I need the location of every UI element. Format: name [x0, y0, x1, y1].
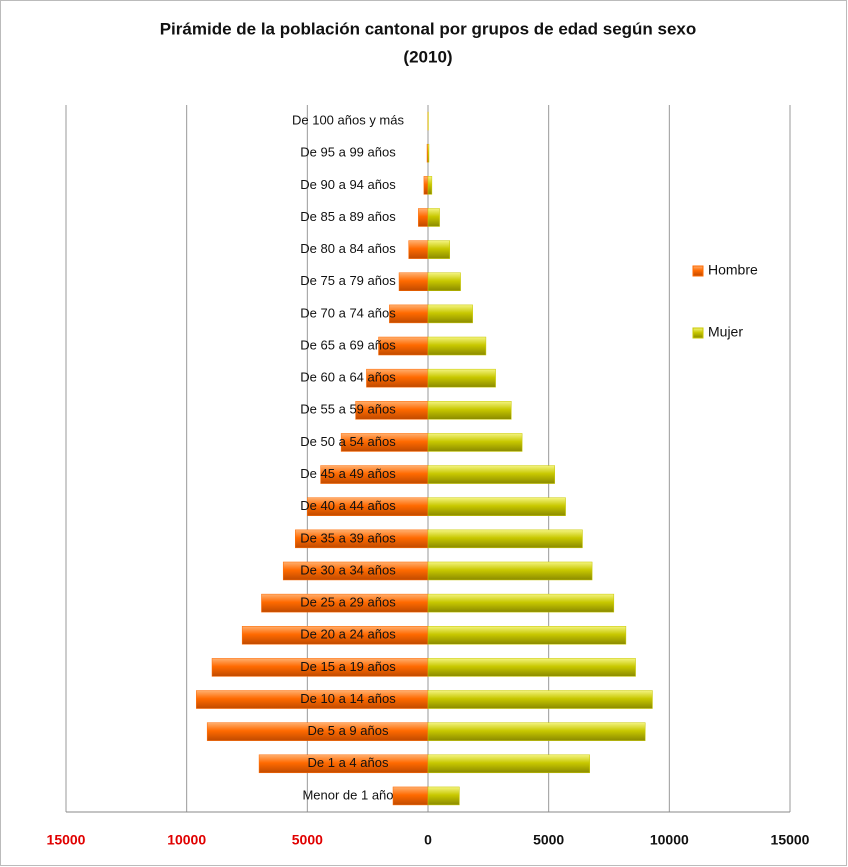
y-tick-label: De 35 a 39 años: [300, 530, 396, 545]
bar: [427, 722, 646, 741]
y-tick-label: De 90 a 94 años: [300, 177, 396, 192]
y-tick-label: De 50 a 54 años: [300, 434, 396, 449]
bar: [427, 754, 590, 774]
y-tick-label: De 45 a 49 años: [300, 466, 396, 481]
x-tick-label: 15000: [47, 832, 86, 848]
bar: [427, 336, 487, 356]
x-tick-label: 10000: [167, 832, 206, 848]
y-tick-label: De 55 a 59 años: [300, 402, 396, 417]
y-tick-label: De 1 a 4 años: [308, 755, 389, 770]
bar: [427, 368, 496, 388]
bar: [427, 593, 615, 613]
y-tick-label: De 65 a 69 años: [300, 337, 396, 352]
x-tick-label: 5000: [292, 832, 323, 848]
x-tick-label: 0: [424, 832, 432, 848]
bar: [392, 786, 429, 806]
y-tick-label: De 25 a 29 años: [300, 595, 396, 610]
y-tick-label: De 40 a 44 años: [300, 498, 396, 513]
chart-title: Pirámide de la población cantonal por gr…: [160, 19, 697, 38]
bar: [427, 272, 461, 291]
y-tick-label: De 85 a 89 años: [300, 209, 396, 224]
y-tick-label: De 20 a 24 años: [300, 627, 396, 642]
y-tick-label: De 5 a 9 años: [308, 723, 389, 738]
y-tick-label: De 30 a 34 años: [300, 562, 396, 577]
legend-label: Hombre: [708, 262, 758, 278]
bar: [418, 208, 429, 227]
y-tick-label: De 95 a 99 años: [300, 145, 396, 160]
x-tick-label: 15000: [771, 832, 810, 848]
y-tick-label: De 15 a 19 años: [300, 659, 396, 674]
bar: [427, 304, 473, 324]
bar: [427, 465, 555, 484]
chart-subtitle: (2010): [403, 47, 452, 66]
y-tick-label: De 100 años y más: [292, 113, 405, 128]
legend-swatch: [692, 265, 704, 277]
x-tick-label: 10000: [650, 832, 689, 848]
y-tick-label: De 75 a 79 años: [300, 273, 396, 288]
bar: [398, 272, 429, 291]
legend-swatch: [692, 327, 704, 339]
bar: [427, 240, 450, 259]
y-tick-label: De 80 a 84 años: [300, 241, 396, 256]
bar: [427, 433, 523, 452]
bar: [427, 497, 566, 516]
x-tick-label: 5000: [533, 832, 564, 848]
bar: [427, 208, 440, 227]
bar: [427, 143, 430, 163]
bar: [427, 690, 653, 709]
bar: [427, 658, 636, 677]
y-tick-label: Menor de 1 año: [302, 787, 393, 802]
bar: [427, 401, 512, 420]
bar: [427, 176, 433, 195]
bar: [427, 529, 583, 549]
legend-label: Mujer: [708, 324, 743, 340]
bar: [427, 561, 593, 581]
y-tick-label: De 10 a 14 años: [300, 691, 396, 706]
bar: [427, 786, 460, 806]
bar: [423, 176, 429, 195]
y-tick-label: De 70 a 74 años: [300, 305, 396, 320]
bar: [408, 240, 429, 259]
y-tick-label: De 60 a 64 años: [300, 370, 396, 385]
bar: [427, 626, 627, 645]
